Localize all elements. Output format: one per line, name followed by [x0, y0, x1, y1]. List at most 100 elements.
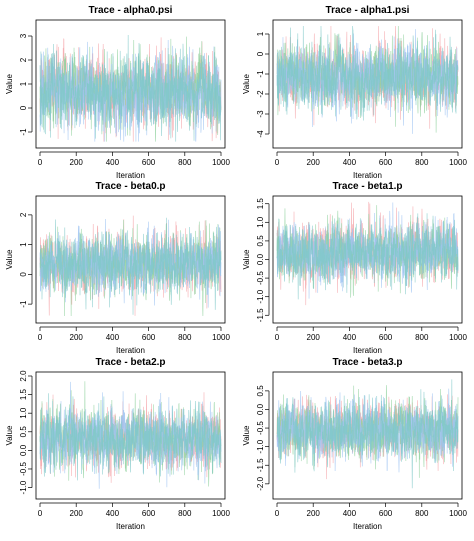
x-tick-label: 0: [275, 158, 280, 167]
x-tick-label: 800: [415, 509, 429, 518]
chart-title: Trace - beta2.p: [95, 357, 165, 368]
trace-panel-4: Trace - beta2.p 0 200 400 600 800 1000 Iteratio…: [5, 357, 230, 531]
x-tick-label: 200: [307, 158, 321, 167]
x-axis-label: Iteration: [116, 346, 145, 355]
plot-frame: [272, 19, 463, 149]
x-tick-label: 400: [343, 333, 357, 342]
trace-panel-5: Trace - beta3.p 0 200 400 600 800 1000 Iteratio…: [242, 357, 467, 531]
y-tick-label: 0.0: [256, 403, 265, 415]
chart-title: Trace - beta0.p: [95, 181, 165, 192]
y-tick-label: -0.5: [19, 462, 28, 476]
chart-title: Trace - beta3.p: [332, 357, 402, 368]
y-tick-label: -1: [19, 128, 28, 136]
x-axis-label: Iteration: [353, 346, 382, 355]
trace-series-line: [276, 25, 459, 121]
trace-series-line: [276, 379, 459, 489]
y-axis-label: Value: [5, 425, 14, 445]
y-tick-label: -2: [256, 90, 265, 98]
trace-series-line: [39, 393, 222, 481]
x-tick-label: 200: [70, 158, 84, 167]
x-tick-label: 1000: [449, 158, 467, 167]
x-tick-label: 1000: [449, 333, 467, 342]
x-tick-label: 600: [379, 158, 393, 167]
y-tick-label: 1: [19, 242, 28, 247]
trace-panel-3: Trace - beta1.p 0 200 400 600 800 1000 Iteratio…: [242, 181, 467, 355]
y-tick-label: 0: [256, 51, 265, 56]
y-tick-label: 1: [19, 81, 28, 86]
chart-title: Trace - beta1.p: [332, 181, 402, 192]
y-tick-label: -0.5: [256, 271, 265, 285]
x-tick-label: 1000: [449, 509, 467, 518]
x-tick-label: 1000: [212, 509, 230, 518]
y-tick-label: 2: [19, 212, 28, 217]
x-tick-label: 600: [142, 158, 156, 167]
y-tick-label: -1.5: [256, 458, 265, 472]
x-tick-label: 0: [275, 333, 280, 342]
x-tick-label: 400: [106, 158, 120, 167]
x-tick-label: 600: [142, 509, 156, 518]
x-tick-label: 1000: [212, 333, 230, 342]
plot-frame: [272, 195, 463, 324]
x-tick-label: 0: [38, 158, 43, 167]
y-tick-label: 3: [19, 33, 28, 38]
x-tick-label: 200: [70, 509, 84, 518]
plot-frame: [35, 371, 226, 500]
x-tick-label: 800: [178, 509, 192, 518]
y-tick-label: 0.5: [256, 235, 265, 247]
plot-frame: [35, 195, 226, 324]
x-tick-label: 600: [379, 509, 393, 518]
trace-series-line: [39, 217, 222, 315]
y-tick-label: -4: [256, 130, 265, 138]
y-tick-label: -1: [256, 70, 265, 78]
y-tick-label: -1.5: [256, 308, 265, 322]
x-axis-label: Iteration: [116, 522, 145, 531]
trace-series-line: [39, 39, 222, 142]
x-tick-label: 400: [106, 333, 120, 342]
x-tick-label: 200: [70, 333, 84, 342]
y-axis-label: Value: [5, 74, 14, 94]
y-tick-label: 2: [19, 57, 28, 62]
y-tick-label: -1.0: [256, 289, 265, 303]
x-tick-label: 800: [178, 158, 192, 167]
trace-panel-1: Trace - alpha1.psi 0 200 400 600 800 1000 Itera…: [242, 5, 467, 180]
y-tick-label: 0.0: [19, 444, 28, 456]
trace-panel-2: Trace - beta0.p 0 200 400 600 800 1000 Iteratio…: [5, 181, 230, 355]
y-axis-label: Value: [242, 425, 251, 445]
x-tick-label: 400: [106, 509, 120, 518]
y-tick-label: 0.0: [256, 253, 265, 265]
y-tick-label: -1: [19, 300, 28, 308]
x-tick-label: 600: [142, 333, 156, 342]
chart-title: Trace - alpha0.psi: [89, 5, 173, 16]
y-tick-label: 1.5: [19, 388, 28, 400]
y-tick-label: 1.0: [256, 216, 265, 228]
x-tick-label: 400: [343, 509, 357, 518]
x-tick-label: 400: [343, 158, 357, 167]
y-tick-label: -1.0: [19, 480, 28, 494]
y-tick-label: 2.0: [19, 370, 28, 382]
trace-panel-0: Trace - alpha0.psi 0 200 400 600 800 1000 Itera…: [5, 5, 230, 180]
y-tick-label: 0.5: [19, 426, 28, 438]
y-tick-label: 1.0: [19, 407, 28, 419]
chart-title: Trace - alpha1.psi: [326, 5, 410, 16]
x-tick-label: 200: [307, 333, 321, 342]
y-tick-label: -3: [256, 110, 265, 118]
y-tick-label: -1.0: [256, 439, 265, 453]
y-tick-label: 0: [19, 272, 28, 277]
x-tick-label: 0: [275, 509, 280, 518]
x-tick-label: 200: [307, 509, 321, 518]
trace-series-line: [276, 213, 459, 300]
x-axis-label: Iteration: [116, 171, 145, 180]
y-axis-label: Value: [5, 249, 14, 269]
y-tick-label: -2.0: [256, 476, 265, 490]
y-axis-label: Value: [242, 74, 251, 94]
x-tick-label: 600: [379, 333, 393, 342]
x-tick-label: 1000: [212, 158, 230, 167]
y-axis-label: Value: [242, 249, 251, 269]
y-tick-label: 1.5: [256, 198, 265, 210]
x-axis-label: Iteration: [353, 171, 382, 180]
x-tick-label: 800: [178, 333, 192, 342]
x-tick-label: 0: [38, 333, 43, 342]
y-tick-label: 0.5: [256, 385, 265, 397]
y-tick-label: -0.5: [256, 421, 265, 435]
